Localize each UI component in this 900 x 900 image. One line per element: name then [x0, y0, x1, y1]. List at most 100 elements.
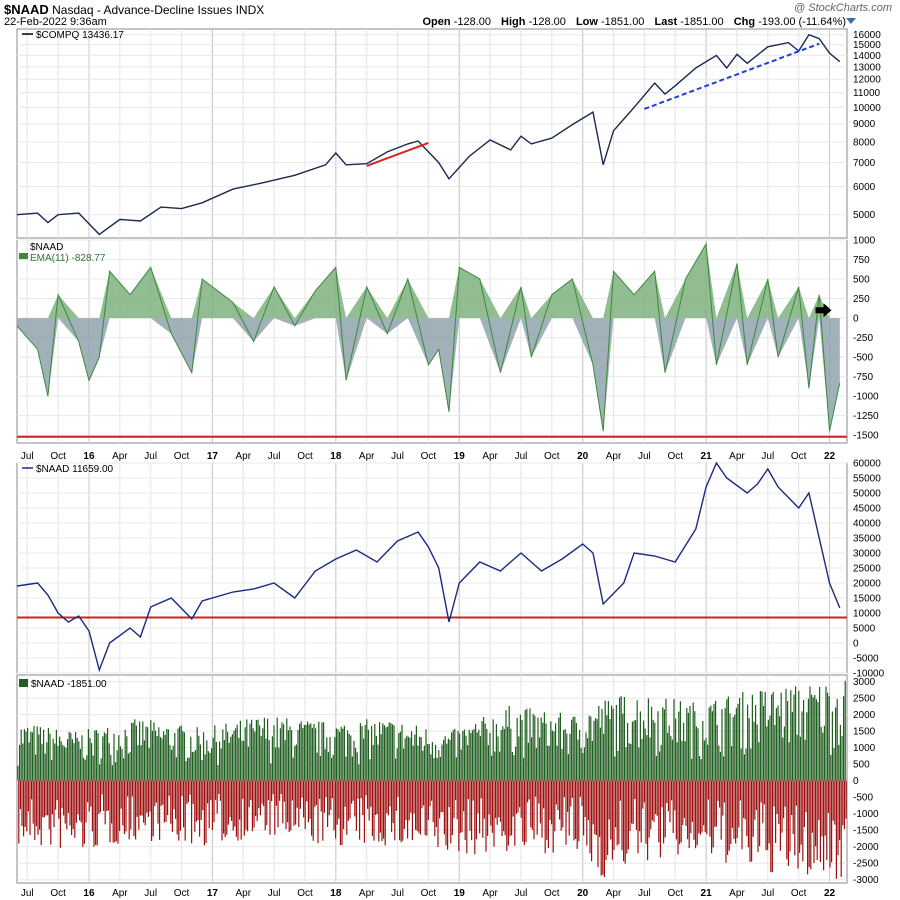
legend-cumulative: $NAAD 11659.00	[36, 464, 114, 475]
x-tick-label-upper: 17	[207, 451, 219, 462]
last-label: Last	[654, 16, 678, 28]
y-tick-label: -500	[853, 353, 873, 364]
y-tick-label: 750	[853, 255, 870, 266]
y-tick-label: 10000	[853, 609, 881, 620]
x-tick-label-upper: Oct	[50, 451, 66, 462]
x-tick-label-lower: Oct	[174, 888, 190, 899]
y-tick-label: -250	[853, 333, 873, 344]
x-tick-label-upper: Oct	[544, 451, 560, 462]
y-tick-label: 12000	[853, 75, 881, 86]
x-tick-label-lower: Apr	[359, 888, 375, 899]
x-tick-label-lower: 17	[207, 888, 219, 899]
y-tick-label: 50000	[853, 489, 881, 500]
ohlc-readout: Open -128.00 High -128.00 Low -1851.00 L…	[422, 16, 846, 28]
x-tick-label-lower: Jul	[391, 888, 404, 899]
open-label: Open	[422, 16, 451, 28]
x-tick-label-upper: Jul	[515, 451, 528, 462]
low-value: -1851.00	[601, 16, 645, 28]
legend-swatch	[19, 253, 28, 259]
y-tick-label: -1500	[853, 826, 879, 837]
x-tick-label-lower: 21	[701, 888, 713, 899]
y-tick-label: -2000	[853, 842, 879, 853]
y-tick-label: 15000	[853, 40, 881, 51]
x-tick-label-upper: Jul	[638, 451, 651, 462]
x-tick-label-upper: Oct	[174, 451, 190, 462]
x-tick-label-upper: Apr	[235, 451, 251, 462]
y-tick-label: -1250	[853, 411, 879, 422]
x-tick-label-lower: Oct	[297, 888, 313, 899]
x-tick-label-lower: 19	[454, 888, 466, 899]
chevron-down-icon[interactable]	[846, 18, 856, 24]
y-tick-label: 30000	[853, 549, 881, 560]
x-tick-label-lower: Jul	[144, 888, 157, 899]
x-tick-label-lower: Apr	[482, 888, 498, 899]
chg-value: -193.00 (-11.64%)	[758, 16, 846, 28]
y-tick-label: 8000	[853, 137, 876, 148]
trendline-2	[644, 42, 820, 110]
x-tick-label-upper: Apr	[729, 451, 745, 462]
x-tick-label-lower: Apr	[729, 888, 745, 899]
y-tick-label: 6000	[853, 182, 876, 193]
x-tick-label-upper: Jul	[21, 451, 34, 462]
y-tick-label: 250	[853, 294, 870, 305]
y-tick-label: -750	[853, 372, 873, 383]
x-tick-label-lower: Jul	[268, 888, 281, 899]
legend-daily: $NAAD -1851.00	[31, 679, 107, 690]
open-value: -128.00	[453, 16, 491, 28]
y-tick-label: 1000	[853, 743, 876, 754]
y-tick-label: 9000	[853, 119, 876, 130]
x-tick-label-lower: 18	[330, 888, 342, 899]
y-tick-label: 5000	[853, 624, 876, 635]
chart-header: $NAAD Nasdaq - Advance-Decline Issues IN…	[0, 0, 900, 28]
y-tick-label: -1000	[853, 809, 879, 820]
legend-swatch	[19, 679, 28, 687]
symbol: $NAAD	[4, 2, 49, 17]
x-tick-label-lower: Apr	[112, 888, 128, 899]
y-tick-label: 3000	[853, 677, 876, 688]
y-tick-label: 35000	[853, 534, 881, 545]
chg-label: Chg	[733, 16, 756, 28]
x-tick-label-upper: Oct	[297, 451, 313, 462]
up-bars-group	[17, 680, 846, 781]
ema-line	[16, 242, 841, 432]
y-tick-label: -3000	[853, 875, 879, 886]
down-bars-group	[18, 780, 847, 879]
y-tick-label: 1000	[853, 236, 876, 247]
chart-title: $NAAD Nasdaq - Advance-Decline Issues IN…	[4, 2, 264, 17]
x-tick-label-upper: 19	[454, 451, 466, 462]
x-tick-label-lower: Oct	[544, 888, 560, 899]
x-tick-label-upper: Apr	[112, 451, 128, 462]
y-tick-label: 5000	[853, 210, 876, 221]
y-tick-label: 0	[853, 639, 859, 650]
y-tick-label: -500	[853, 793, 873, 804]
x-tick-label-lower: 22	[824, 888, 836, 899]
x-tick-label-upper: 20	[577, 451, 589, 462]
x-tick-label-upper: Jul	[268, 451, 281, 462]
x-tick-label-lower: Oct	[791, 888, 807, 899]
legend-price: $COMPQ 13436.17	[36, 30, 124, 41]
y-tick-label: -10000	[853, 669, 885, 680]
x-tick-label-lower: Apr	[606, 888, 622, 899]
x-tick-label-lower: Jul	[638, 888, 651, 899]
x-tick-label-upper: 21	[701, 451, 713, 462]
x-tick-label-upper: 16	[83, 451, 95, 462]
y-tick-label: 45000	[853, 504, 881, 515]
x-tick-label-lower: Apr	[235, 888, 251, 899]
x-tick-label-upper: Jul	[391, 451, 404, 462]
watermark: @ StockCharts.com	[794, 2, 892, 14]
x-tick-label-upper: Oct	[421, 451, 437, 462]
x-tick-label-upper: 22	[824, 451, 836, 462]
y-tick-label: 1500	[853, 727, 876, 738]
chart-date: 22-Feb-2022 9:36am	[4, 16, 107, 28]
arrow-right-icon	[815, 303, 832, 318]
x-tick-label-lower: Jul	[21, 888, 34, 899]
y-tick-label: 500	[853, 760, 870, 771]
naad-cumulative-line	[16, 461, 841, 673]
compq-price-line	[16, 33, 841, 236]
legend-ema: EMA(11) -828.77	[30, 253, 106, 264]
y-tick-label: -5000	[853, 654, 879, 665]
x-tick-label-upper: 18	[330, 451, 342, 462]
y-tick-label: 2000	[853, 710, 876, 721]
y-tick-label: 15000	[853, 594, 881, 605]
